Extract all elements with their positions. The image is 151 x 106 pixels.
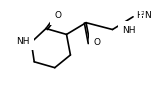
Text: NH: NH: [16, 37, 29, 46]
Text: O: O: [54, 11, 61, 20]
Text: H: H: [136, 11, 143, 20]
Text: NH: NH: [122, 26, 136, 35]
Text: O: O: [94, 38, 101, 47]
Text: 2: 2: [140, 11, 145, 16]
Text: N: N: [144, 11, 151, 20]
